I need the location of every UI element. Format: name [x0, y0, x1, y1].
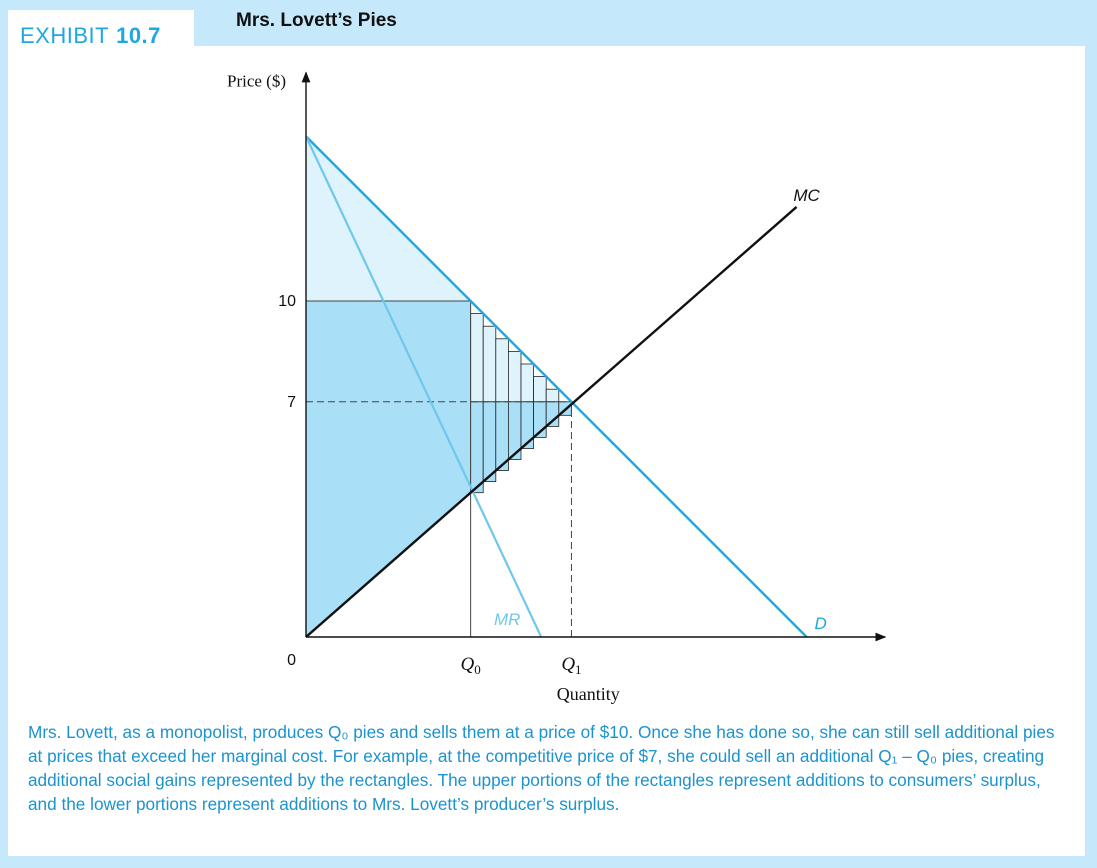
x-tick-label: 0: [287, 652, 296, 669]
x-tick-label: Q1: [561, 654, 581, 677]
gain-rect-consumer-part: [533, 376, 547, 403]
curve-d: [305, 135, 808, 638]
gain-rect-consumer-part: [495, 338, 509, 403]
gain-rect-consumer-part: [507, 350, 522, 403]
series-label-d: D: [814, 614, 826, 633]
series-label-mc: MC: [793, 186, 820, 205]
figure-caption: Mrs. Lovett, as a monopolist, produces Q…: [28, 722, 1055, 814]
gain-rect-producer-part: [482, 401, 497, 482]
exhibit-label: EXHIBIT: [20, 23, 110, 48]
y-tick-label: 7: [287, 394, 296, 411]
x-tick-label: Q0: [461, 654, 481, 677]
y-tick-label: 10: [278, 293, 296, 310]
gain-rect-consumer-part: [520, 363, 535, 403]
curve-mc: [305, 206, 798, 638]
series-label-mr: MR: [494, 610, 520, 629]
figure-panel: Price ($) Quantity 10 7 0 Q0 Q1 MC D MR Mrs. Love…: [8, 46, 1085, 856]
chart: Price ($) Quantity 10 7 0 Q0 Q1 MC D MR: [227, 71, 887, 704]
gain-rect-consumer-part: [482, 325, 497, 403]
exhibit-number: 10.7: [116, 23, 161, 48]
curve-mr: [305, 135, 543, 638]
gain-rect-producer-part: [545, 401, 560, 427]
gain-rect-producer-part: [470, 401, 484, 494]
producer-surplus-region: [306, 301, 471, 637]
y-axis-title: Price ($): [227, 72, 286, 91]
x-axis-title: Quantity: [557, 684, 620, 704]
gain-rect-consumer-part: [470, 313, 484, 403]
figure-title: Mrs. Lovett’s Pies: [236, 10, 397, 31]
gain-rect-consumer-part: [545, 388, 560, 403]
